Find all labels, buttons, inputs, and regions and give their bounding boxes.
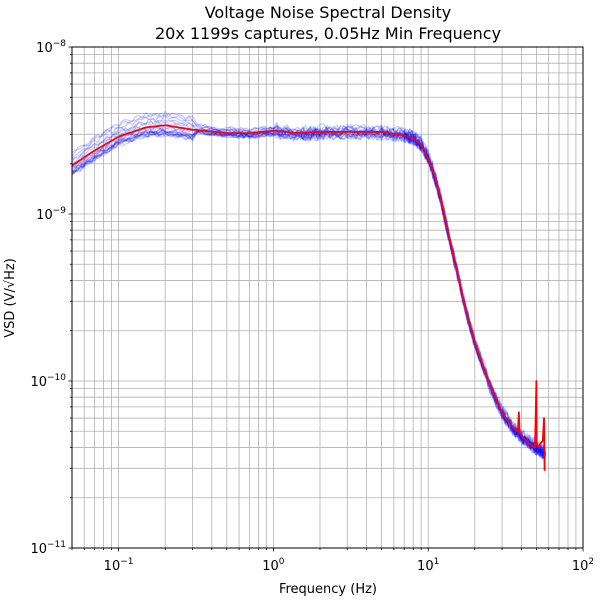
capture-series-line [72, 129, 546, 461]
x-tick-label: 101 [417, 557, 439, 574]
y-tick-label: 10−11 [30, 540, 66, 557]
y-tick-label: 10−8 [36, 39, 66, 56]
x-tick-label: 102 [572, 557, 594, 574]
y-tick-label: 10−10 [30, 373, 66, 390]
x-axis-label: Frequency (Hz) [279, 582, 377, 597]
capture-series-line [72, 111, 546, 455]
x-tick-label: 10−1 [104, 557, 134, 574]
plot-area-frame [71, 46, 584, 549]
x-tick-label: 100 [262, 557, 285, 574]
y-axis-label: VSD (V/√Hz) [3, 258, 18, 338]
capture-series-line [72, 129, 546, 459]
capture-series-line [72, 120, 546, 458]
capture-series-line [72, 129, 546, 460]
chart-subtitle: 20x 1199s captures, 0.05Hz Min Frequency [155, 24, 501, 43]
capture-series-line [72, 119, 546, 456]
capture-series-line [72, 118, 546, 454]
capture-series-line [72, 130, 546, 462]
capture-series-line [72, 128, 546, 461]
capture-series-line [72, 114, 546, 455]
axis-ticks: 10−1 100 101 102 10−11 10−10 10−9 10−8 [30, 39, 594, 574]
capture-series-line [72, 128, 546, 459]
capture-series-line [72, 128, 546, 458]
y-tick-label: 10−9 [36, 206, 66, 223]
chart-title: Voltage Noise Spectral Density [205, 3, 452, 22]
capture-series-line [72, 112, 546, 455]
series-layer [72, 111, 546, 471]
capture-series-line [72, 128, 546, 459]
average-series-line [72, 124, 546, 471]
capture-series-line [72, 130, 546, 460]
capture-series-line [72, 127, 546, 459]
